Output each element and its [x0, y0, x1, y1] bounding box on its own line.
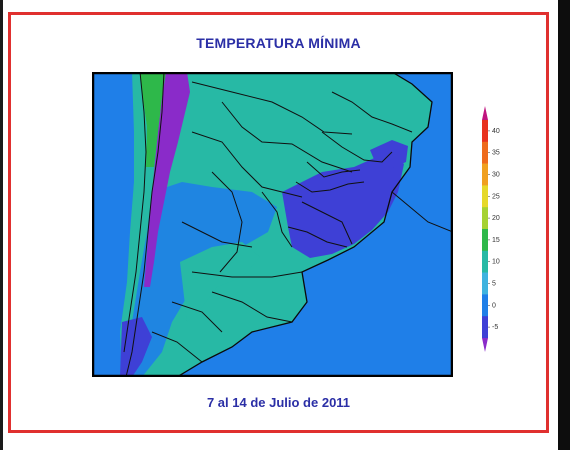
- legend-tick-label: 30: [492, 172, 500, 179]
- temperature-map: [92, 72, 453, 377]
- legend-tick-label: 20: [492, 215, 500, 222]
- legend-tick-label: 15: [492, 237, 500, 244]
- legend-swatch: [482, 207, 488, 230]
- legend-swatch: [482, 338, 488, 352]
- coastline: [176, 72, 433, 377]
- left-edge-strip: [0, 0, 3, 450]
- legend-swatch: [482, 141, 488, 164]
- andes-cold-band: [144, 72, 190, 287]
- legend-tick-label: 25: [492, 193, 500, 200]
- legend-swatch: [482, 294, 488, 317]
- legend-tick-label: 5: [492, 281, 496, 288]
- cold-core-uruguay: [282, 152, 404, 258]
- legend-swatch: [482, 316, 488, 339]
- date-caption: 7 al 14 de Julio de 2011: [206, 395, 351, 410]
- right-edge-strip: [558, 0, 570, 450]
- legend-tick-label: 10: [492, 259, 500, 266]
- cold-zone-south: [127, 182, 277, 377]
- legend-tick-label: 35: [492, 150, 500, 157]
- political-borders: [123, 72, 453, 377]
- map-border: [92, 72, 453, 377]
- legend-swatches: [482, 106, 488, 352]
- color-legend: 40 35 30 25 20 15 10 5 0 -5: [482, 106, 500, 352]
- legend-swatch: [482, 163, 488, 186]
- pacific-cyan-strip: [128, 72, 147, 282]
- legend-swatch: [482, 229, 488, 252]
- cold-zone-patagonia: [180, 242, 260, 322]
- legend-swatch: [482, 272, 488, 295]
- legend-tick-label: -5: [492, 324, 498, 331]
- legend-tick-label: 40: [492, 128, 500, 135]
- legend-swatch: [482, 106, 488, 120]
- legend-tick-label: 0: [492, 302, 496, 309]
- cold-core-2: [370, 140, 408, 168]
- legend-swatch: [482, 250, 488, 273]
- map-title: TEMPERATURA MÍNIMA: [196, 35, 361, 51]
- pacific-warm-strip: [140, 72, 166, 167]
- southern-tail: [120, 317, 152, 377]
- legend-labels: 40 35 30 25 20 15 10 5 0 -5: [488, 128, 500, 331]
- legend-swatch: [482, 120, 488, 143]
- legend-swatch: [482, 185, 488, 208]
